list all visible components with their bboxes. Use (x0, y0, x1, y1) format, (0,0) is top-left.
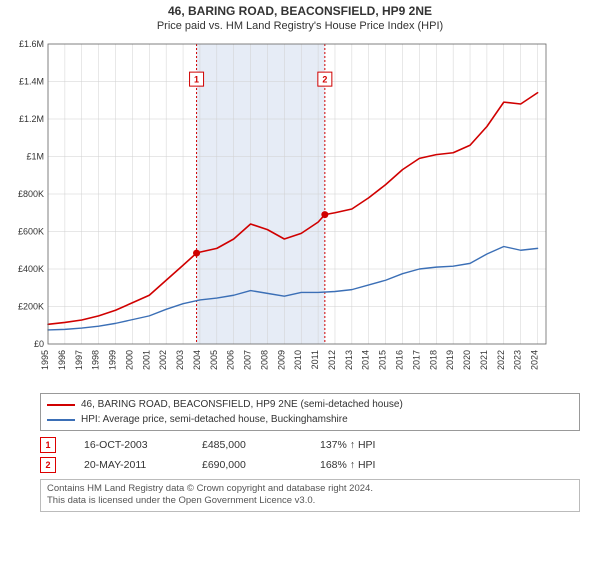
footer-attribution: Contains HM Land Registry data © Crown c… (40, 479, 580, 512)
svg-text:2022: 2022 (496, 350, 506, 370)
annotation-row: 1 16-OCT-2003 £485,000 137% ↑ HPI (40, 435, 580, 455)
svg-text:2011: 2011 (310, 350, 320, 369)
svg-text:1999: 1999 (108, 350, 118, 370)
svg-text:2016: 2016 (395, 350, 405, 370)
svg-text:2005: 2005 (209, 350, 219, 370)
svg-text:2002: 2002 (158, 350, 168, 370)
svg-text:2008: 2008 (259, 350, 269, 370)
svg-text:1: 1 (194, 75, 199, 85)
svg-text:2004: 2004 (192, 350, 202, 370)
svg-text:£1.6M: £1.6M (19, 39, 44, 49)
svg-text:2013: 2013 (344, 350, 354, 370)
annotation-price: £485,000 (202, 439, 292, 451)
svg-text:2010: 2010 (293, 350, 303, 370)
svg-text:2: 2 (322, 75, 327, 85)
legend-item: 46, BARING ROAD, BEACONSFIELD, HP9 2NE (… (47, 397, 573, 412)
svg-text:£1M: £1M (26, 152, 44, 162)
annotation-pct: 168% ↑ HPI (320, 459, 410, 471)
svg-text:£200K: £200K (18, 302, 44, 312)
svg-text:£600K: £600K (18, 227, 44, 237)
svg-text:2021: 2021 (479, 350, 489, 370)
svg-text:£1.2M: £1.2M (19, 114, 44, 124)
svg-text:2020: 2020 (462, 350, 472, 370)
svg-text:1997: 1997 (74, 350, 84, 370)
svg-text:1995: 1995 (40, 350, 50, 370)
legend-label: 46, BARING ROAD, BEACONSFIELD, HP9 2NE (… (81, 397, 403, 412)
svg-text:2015: 2015 (378, 350, 388, 370)
svg-text:£0: £0 (34, 339, 44, 349)
svg-text:2023: 2023 (513, 350, 523, 370)
legend: 46, BARING ROAD, BEACONSFIELD, HP9 2NE (… (40, 393, 580, 431)
footer-line: Contains HM Land Registry data © Crown c… (47, 483, 573, 495)
svg-text:£800K: £800K (18, 189, 44, 199)
svg-text:2007: 2007 (243, 350, 253, 370)
annotation-date: 20-MAY-2011 (84, 459, 174, 471)
annotation-marker: 1 (40, 437, 56, 453)
annotation-date: 16-OCT-2003 (84, 439, 174, 451)
svg-text:1998: 1998 (91, 350, 101, 370)
svg-text:2009: 2009 (276, 350, 286, 370)
svg-text:2006: 2006 (226, 350, 236, 370)
legend-item: HPI: Average price, semi-detached house,… (47, 412, 573, 427)
annotation-row: 2 20-MAY-2011 £690,000 168% ↑ HPI (40, 455, 580, 475)
svg-text:2012: 2012 (327, 350, 337, 370)
annotation-table: 1 16-OCT-2003 £485,000 137% ↑ HPI 2 20-MAY-20… (40, 435, 580, 475)
chart-container: £0 £200K £400K £600K £800K £1M £1.2M £1.4M £1.6M… (0, 36, 600, 389)
svg-text:£1.4M: £1.4M (19, 77, 44, 87)
svg-text:2018: 2018 (428, 350, 438, 370)
svg-text:2024: 2024 (530, 350, 540, 370)
svg-text:£400K: £400K (18, 264, 44, 274)
svg-text:2003: 2003 (175, 350, 185, 370)
svg-text:2014: 2014 (361, 350, 371, 370)
svg-text:2001: 2001 (141, 350, 151, 370)
page-title: 46, BARING ROAD, BEACONSFIELD, HP9 2NE (0, 4, 600, 18)
price-chart: £0 £200K £400K £600K £800K £1M £1.2M £1.4M £1.6M… (0, 36, 560, 386)
legend-label: HPI: Average price, semi-detached house,… (81, 412, 348, 427)
svg-text:2019: 2019 (445, 350, 455, 370)
legend-swatch (47, 419, 75, 421)
annotation-marker: 2 (40, 457, 56, 473)
annotation-pct: 137% ↑ HPI (320, 439, 410, 451)
svg-text:2000: 2000 (124, 350, 134, 370)
annotation-price: £690,000 (202, 459, 292, 471)
svg-text:2017: 2017 (411, 350, 421, 370)
footer-line: This data is licensed under the Open Gov… (47, 495, 573, 507)
svg-text:1996: 1996 (57, 350, 67, 370)
page-subtitle: Price paid vs. HM Land Registry's House … (0, 20, 600, 32)
legend-swatch (47, 404, 75, 406)
